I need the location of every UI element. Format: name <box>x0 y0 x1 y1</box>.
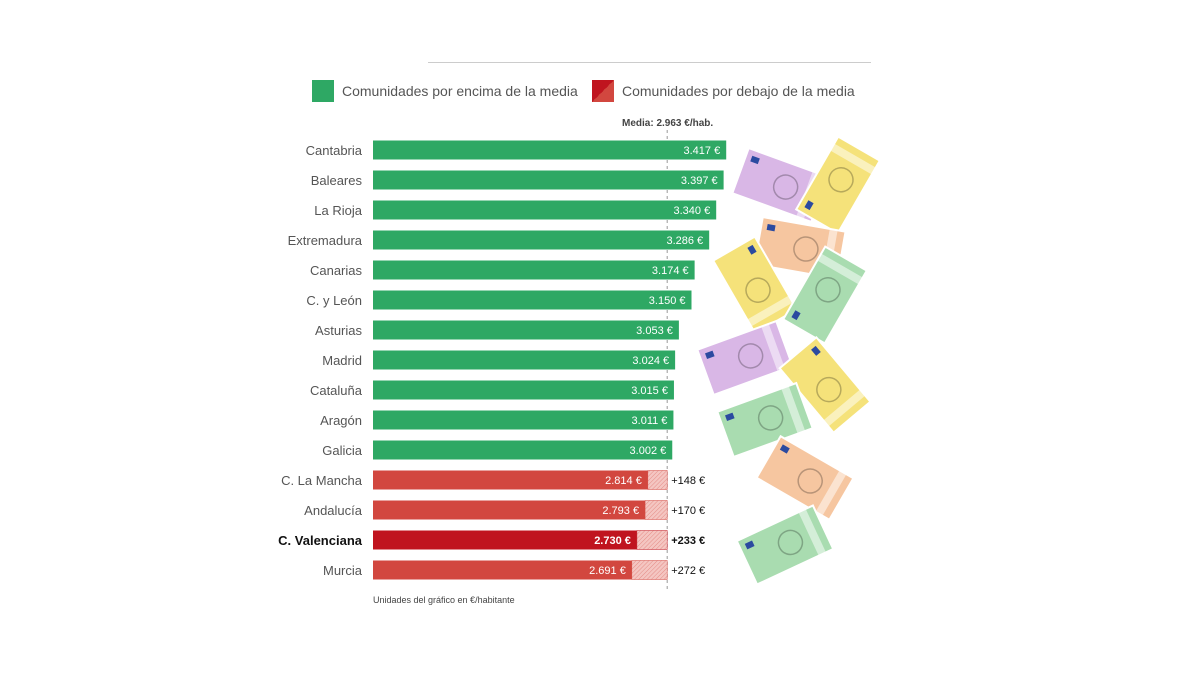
category-label: Extremadura <box>288 233 363 248</box>
bar <box>373 230 710 250</box>
legend-swatch-above <box>312 80 334 102</box>
legend-swatch-below <box>592 80 614 102</box>
value-label: 3.011 € <box>632 415 668 427</box>
bar <box>373 380 674 400</box>
banknote-icon <box>778 335 872 435</box>
category-label: Baleares <box>311 173 363 188</box>
category-label: La Rioja <box>314 203 362 218</box>
banknote-icon <box>794 135 882 235</box>
category-label: Aragón <box>320 413 362 428</box>
banknote-icon <box>755 434 855 522</box>
value-label: 3.417 € <box>684 145 721 157</box>
category-label: Cantabria <box>306 143 363 158</box>
mean-label: Media: 2.963 €/hab. <box>622 118 714 129</box>
bar <box>373 410 674 430</box>
bar <box>373 290 692 310</box>
gap-label: +148 € <box>671 475 705 487</box>
bar <box>373 530 637 550</box>
category-label: Cataluña <box>310 383 363 398</box>
legend-below: Comunidades por debajo de la media <box>592 80 855 102</box>
gap-bar <box>647 470 668 490</box>
gap-label: +170 € <box>671 505 705 517</box>
value-label: 3.340 € <box>673 205 710 217</box>
bar <box>373 260 695 280</box>
category-label: C. Valenciana <box>278 533 363 548</box>
category-label: Galicia <box>322 443 363 458</box>
value-label: 2.730 € <box>594 535 631 547</box>
gap-label: +233 € <box>671 535 705 547</box>
value-label: 2.691 € <box>589 565 626 577</box>
bar <box>373 440 673 460</box>
legend-label-below: Comunidades por debajo de la media <box>622 83 855 99</box>
value-label: 3.024 € <box>632 355 669 367</box>
gap-bar <box>636 530 668 550</box>
category-label: Murcia <box>323 563 363 578</box>
legend-above: Comunidades por encima de la media <box>312 80 578 102</box>
banknotes-illustration <box>696 135 882 586</box>
category-label: C. y León <box>306 293 362 308</box>
value-label: 3.015 € <box>631 385 668 397</box>
value-label: 3.150 € <box>649 295 686 307</box>
category-label: Canarias <box>310 263 363 278</box>
bar <box>373 470 648 490</box>
value-label: 3.286 € <box>666 235 703 247</box>
bar <box>373 320 679 340</box>
bar <box>373 200 717 220</box>
gap-label: +272 € <box>671 565 705 577</box>
bar <box>373 560 632 580</box>
bar <box>373 500 646 520</box>
value-label: 2.814 € <box>605 475 642 487</box>
gap-bar <box>644 500 668 520</box>
value-label: 3.397 € <box>681 175 718 187</box>
category-label: Asturias <box>315 323 362 338</box>
gap-bar <box>631 560 668 580</box>
category-label: Madrid <box>322 353 362 368</box>
banknote-icon <box>716 381 814 459</box>
value-label: 2.793 € <box>602 505 639 517</box>
bar <box>373 140 727 160</box>
banknote-icon <box>696 319 794 397</box>
top-divider <box>428 62 871 63</box>
value-label: 3.053 € <box>636 325 673 337</box>
units-note: Unidades del gráfico en €/habitante <box>373 595 515 605</box>
bar <box>373 170 724 190</box>
value-label: 3.002 € <box>630 445 667 457</box>
value-label: 3.174 € <box>652 265 689 277</box>
category-label: Andalucía <box>304 503 363 518</box>
bar <box>373 350 676 370</box>
banknote-icon <box>711 235 799 335</box>
legend-label-above: Comunidades por encima de la media <box>342 83 578 99</box>
banknote-icon <box>735 504 835 586</box>
category-label: C. La Mancha <box>281 473 363 488</box>
banknote-icon <box>781 245 869 345</box>
